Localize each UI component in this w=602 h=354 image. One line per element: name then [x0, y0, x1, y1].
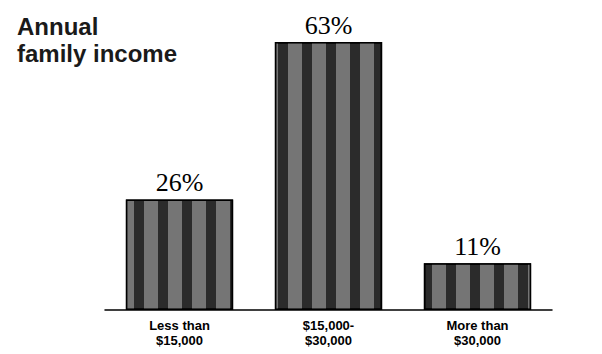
svg-text:63%: 63%	[305, 11, 353, 40]
svg-text:$15,000: $15,000	[156, 333, 203, 348]
svg-text:More than: More than	[446, 318, 508, 333]
svg-text:family income: family income	[17, 40, 177, 67]
svg-text:$30,000: $30,000	[305, 333, 352, 348]
svg-text:11%: 11%	[454, 232, 501, 261]
svg-text:Less than: Less than	[149, 318, 210, 333]
svg-text:$15,000-: $15,000-	[303, 318, 354, 333]
svg-text:Annual: Annual	[17, 13, 98, 40]
svg-text:26%: 26%	[156, 168, 204, 197]
svg-text:$30,000: $30,000	[454, 333, 501, 348]
